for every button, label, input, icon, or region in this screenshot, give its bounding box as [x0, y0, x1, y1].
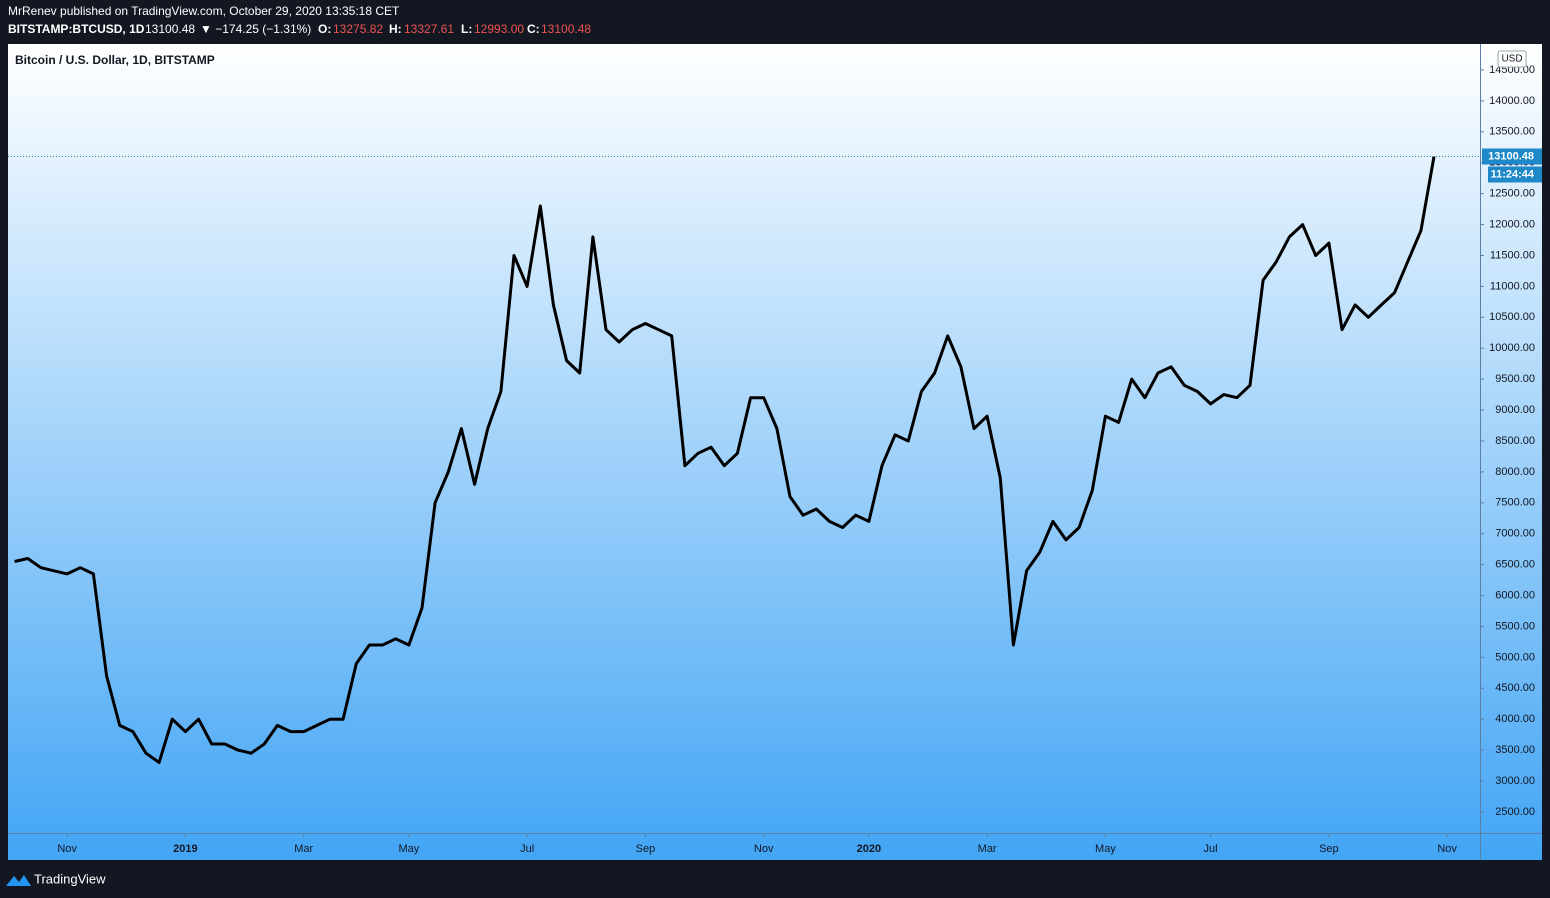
y-tick-label: 3500.00: [1495, 744, 1535, 756]
x-tick-label: Nov: [57, 843, 77, 855]
y-tick-label: 5000.00: [1495, 651, 1535, 663]
last-price-label: 13100.48: [1488, 150, 1534, 162]
y-tick-label: 12000.00: [1489, 218, 1535, 230]
close: 13100.48: [541, 22, 591, 36]
y-tick-label: 5500.00: [1495, 620, 1535, 632]
y-tick-label: 2500.00: [1495, 806, 1535, 818]
x-tick-label: Jul: [520, 843, 534, 855]
y-tick-label: 3000.00: [1495, 775, 1535, 787]
y-tick-label: 14000.00: [1489, 95, 1535, 107]
price-line: [14, 156, 1436, 764]
x-tick-label: May: [398, 843, 419, 855]
last: 13100.48: [145, 22, 195, 36]
x-tick-label: Sep: [636, 843, 656, 855]
high: 13327.61: [404, 22, 454, 36]
countdown: 11:24:44: [1491, 168, 1535, 180]
high-label: H:: [389, 22, 402, 36]
ohlc-bar: BITSTAMP:BTCUSD, 1D 13100.48 ▼ −174.25 (…: [8, 22, 591, 36]
currency-badge: [1497, 50, 1527, 68]
currency: USD: [1501, 54, 1522, 65]
chart-title: Bitcoin / U.S. Dollar, 1D, BITSTAMP: [15, 53, 215, 67]
y-tick-label: 9000.00: [1495, 404, 1535, 416]
y-tick-label: 11000.00: [1490, 280, 1535, 292]
symbol: BITSTAMP:BTCUSD, 1D: [8, 22, 145, 36]
y-tick-label: 6000.00: [1495, 589, 1535, 601]
y-tick-label: 6500.00: [1495, 559, 1535, 571]
open-label: O:: [318, 22, 331, 36]
y-tick-label: 11500.00: [1490, 249, 1535, 261]
last-price-box: [1482, 148, 1542, 165]
y-tick-label: 7500.00: [1495, 497, 1535, 509]
x-tick-label: May: [1095, 843, 1116, 855]
plot-background: [8, 44, 1542, 860]
x-tick-label: Nov: [1437, 843, 1457, 855]
y-tick-label: 10000.00: [1489, 342, 1535, 354]
x-tick-label: Mar: [294, 843, 313, 855]
x-tick-label: 2020: [857, 843, 881, 855]
publisher: MrRenev published on TradingView.com, Oc…: [8, 4, 400, 18]
logo-icon: [6, 875, 31, 886]
change: ▼ −174.25 (−1.31%): [200, 22, 311, 36]
y-tick-label: 8500.00: [1495, 435, 1535, 447]
low: 12993.00: [474, 22, 524, 36]
y-tick-label: 8000.00: [1495, 466, 1535, 478]
y-tick-label: 7000.00: [1495, 528, 1535, 540]
y-tick-label: 4000.00: [1495, 713, 1535, 725]
close-label: C:: [527, 22, 540, 36]
x-tick-label: 2019: [173, 843, 197, 855]
y-tick-label: 4500.00: [1495, 682, 1535, 694]
logo: TradingView: [6, 871, 106, 886]
x-tick-label: Nov: [754, 843, 774, 855]
marks: 2500.00 3000.00 3500.00 4000.00 4500.00 5000.…: [8, 64, 1542, 855]
y-tick-label: 9500.00: [1495, 373, 1535, 385]
x-tick-label: Jul: [1204, 843, 1218, 855]
y-tick-label: 13500.00: [1489, 126, 1535, 138]
x-tick-label: Sep: [1319, 843, 1339, 855]
brand: TradingView: [34, 871, 106, 886]
open: 13275.82: [333, 22, 383, 36]
y-tick-label: 12500.00: [1489, 188, 1535, 200]
y-tick-label: 10500.00: [1489, 311, 1535, 323]
x-tick-label: Mar: [978, 843, 997, 855]
countdown-box: [1488, 166, 1542, 183]
low-label: L:: [461, 22, 472, 36]
